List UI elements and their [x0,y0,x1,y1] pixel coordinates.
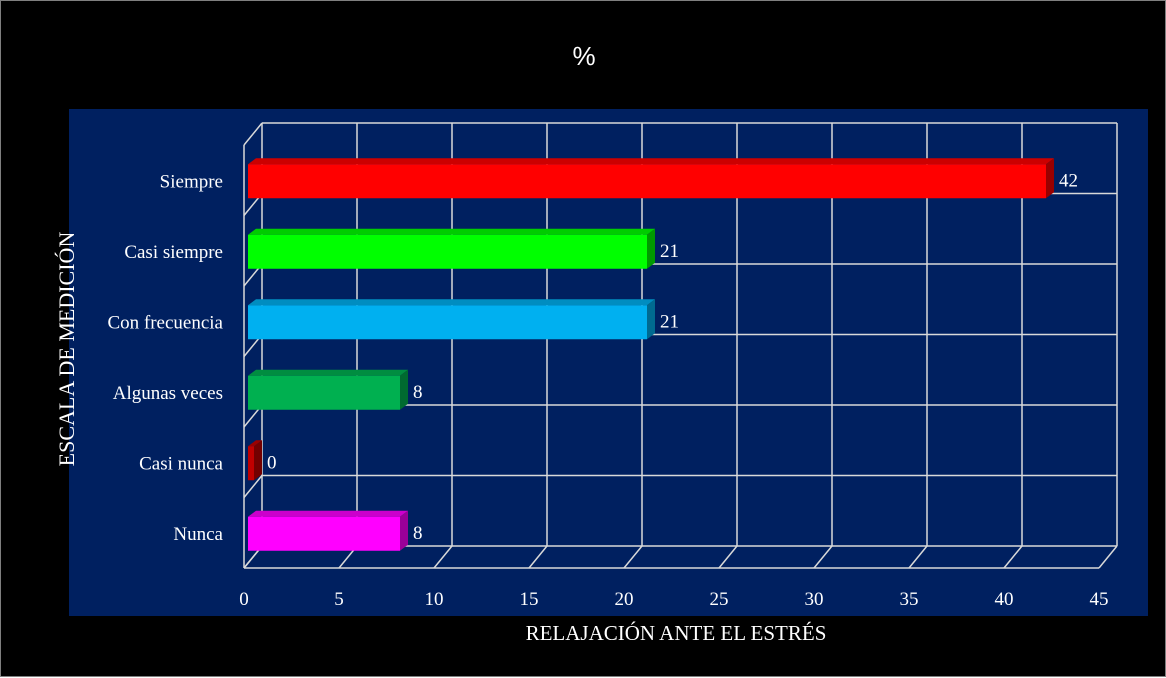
wall-edge [243,475,263,498]
bar [248,516,400,551]
x-tick-label: 0 [239,589,249,610]
bar-end-face [254,440,262,481]
x-tick-label: 10 [425,589,444,610]
y-tick-label: Casi nunca [139,453,223,474]
floor-line [623,545,643,569]
bar-top-face [248,158,1054,165]
wall-edge [243,122,263,146]
x-tick-label: 45 [1090,589,1109,610]
data-label: 8 [413,382,423,403]
data-label: 21 [660,311,679,332]
data-label: 8 [413,523,423,544]
y-tick-label: Algunas veces [113,383,223,404]
x-tick-label: 5 [334,589,344,610]
x-tick-label: 20 [615,589,634,610]
bar [248,375,400,410]
x-tick-label: 40 [995,589,1014,610]
bar-top-face [248,369,408,376]
bar [248,446,254,481]
floor-line [1003,545,1023,569]
y-tick-label: Casi siempre [124,242,223,263]
x-tick-label: 15 [520,589,539,610]
bar [248,164,1046,199]
bar-end-face [400,369,408,410]
x-axis-label: RELAJACIÓN ANTE EL ESTRÉS [525,621,827,645]
bar-end-face [647,228,655,269]
bar-top-face [248,299,655,306]
bar [248,234,647,269]
floor-line [528,545,548,569]
bar-top-face [248,228,655,235]
bar-end-face [1046,158,1054,199]
chart-title: % [572,41,596,71]
x-tick-label: 25 [710,589,729,610]
x-tick-label: 30 [805,589,824,610]
data-label: 42 [1059,170,1078,191]
x-tick-label: 35 [900,589,919,610]
bar-top-face [248,510,408,517]
floor-line [433,545,453,569]
y-tick-label: Nunca [173,524,223,545]
bar-end-face [647,299,655,340]
floor-line [813,545,833,569]
floor-line [908,545,928,569]
data-label: 21 [660,241,679,262]
bar [248,305,647,340]
y-tick-label: Siempre [160,171,223,192]
bar-top-face [248,440,262,447]
y-tick-label: Con frecuencia [107,312,223,333]
y-axis-label: ESCALA DE MEDICIÓN [54,231,79,467]
data-label: 0 [267,452,277,473]
floor-line [718,545,738,569]
floor-line [1098,545,1118,569]
bar-end-face [400,510,408,551]
